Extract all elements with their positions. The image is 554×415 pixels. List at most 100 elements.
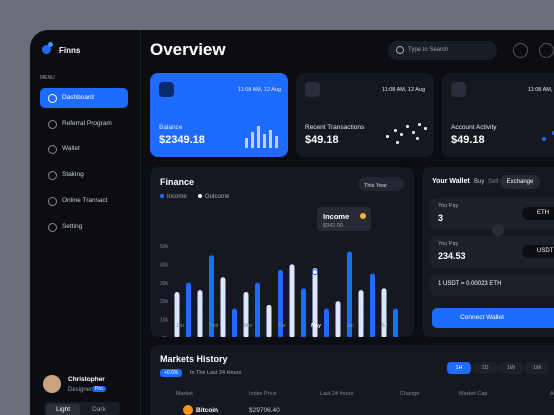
card-label: Balance xyxy=(159,124,183,131)
card-icon xyxy=(159,82,174,97)
period-dropdown[interactable] xyxy=(358,177,404,191)
outcome-bar xyxy=(232,308,237,338)
mini-bar xyxy=(263,134,266,148)
income-bar xyxy=(174,292,180,338)
nav-item[interactable]: Setting xyxy=(40,217,128,237)
nav-item[interactable]: Referral Program xyxy=(40,114,128,134)
income-bar xyxy=(381,288,387,338)
sparkle-dot xyxy=(412,131,415,134)
wallet-panel: Your Wallet Buy Sell Exchange You Pay 3 ETH You… xyxy=(422,167,554,337)
sparkle-dot xyxy=(406,125,409,128)
pay-label: You Pay xyxy=(438,241,459,247)
theme-light[interactable]: Light xyxy=(46,404,80,415)
tooltip xyxy=(317,207,371,231)
app-window: Finns MENU Dashboard Referral Program Wall… xyxy=(30,30,554,415)
stat-card: 11:08 AM, 12 Aug Account Activity $49.18 xyxy=(442,73,554,157)
sparkle-dot xyxy=(400,133,403,136)
avatar xyxy=(43,375,61,393)
wallet-tab[interactable]: Exchange xyxy=(500,175,540,189)
outcome-bar xyxy=(370,273,375,338)
search-placeholder: Type to Search xyxy=(408,47,449,53)
nav-item[interactable]: Staking xyxy=(40,165,128,185)
markets-panel: Markets History +0.6% In The Last 24 Hours… xyxy=(150,345,554,415)
card-time: 11:08 AM, 12 Aug xyxy=(528,87,554,93)
wallet-tab[interactable]: Buy xyxy=(474,179,485,185)
card-amount: $2349.18 xyxy=(159,134,205,146)
sparkle-dot xyxy=(418,123,421,126)
income-bar xyxy=(358,290,364,338)
card-amount: $49.18 xyxy=(305,134,339,146)
range-tab[interactable]: 1H xyxy=(447,362,471,374)
x-tick-label: Jul xyxy=(381,323,387,329)
card-time: 11:08 AM, 12 Aug xyxy=(382,87,426,93)
outcome-bar xyxy=(347,251,352,338)
range-tab[interactable]: 1W xyxy=(499,362,523,374)
theme-dark[interactable]: Dark xyxy=(92,406,106,413)
activity-dot xyxy=(552,131,554,135)
x-tick-label: Mar xyxy=(244,323,253,329)
user-role: Designer xyxy=(68,387,93,393)
stat-card: 11:08 AM, 12 Aug Recent Transactions $49.1… xyxy=(296,73,434,157)
nav-icon xyxy=(48,196,57,206)
coin-chip[interactable]: USDT xyxy=(522,245,554,258)
legend-dot xyxy=(198,194,202,198)
y-tick-label: 30k xyxy=(160,281,169,287)
x-tick-label: Apr xyxy=(278,323,286,329)
pay-box: You Pay 234.53 USDT xyxy=(430,236,554,268)
range-tab[interactable]: 1D xyxy=(473,362,497,374)
nav-item[interactable]: Online Transact xyxy=(40,191,128,211)
nav-icon xyxy=(48,119,57,129)
outcome-bar xyxy=(324,308,329,338)
tooltip-point xyxy=(312,269,318,276)
column-header: Action xyxy=(550,391,554,397)
wallet-title: Your Wallet xyxy=(432,178,470,185)
pay-amount: 234.53 xyxy=(438,251,466,261)
nav-icon xyxy=(48,94,57,103)
outcome-bar xyxy=(255,282,260,338)
mini-bar xyxy=(275,136,278,148)
sparkle-dot xyxy=(394,129,397,132)
x-tick-label: May xyxy=(311,323,321,329)
user-name: Christopher xyxy=(68,376,105,383)
income-bar xyxy=(266,304,272,338)
finance-title: Finance xyxy=(160,177,194,187)
finance-panel: Finance This Year Income Outcome 50k 40k 30k 20… xyxy=(150,167,414,342)
x-tick-label: Feb xyxy=(210,323,219,329)
search-box[interactable]: Type to Search xyxy=(388,41,497,60)
sparkle-dot xyxy=(416,137,419,140)
cell: $29706.40 xyxy=(249,407,280,414)
logo xyxy=(42,45,51,54)
search-icon xyxy=(396,46,404,54)
column-header: Change xyxy=(400,391,420,397)
sparkle-dot xyxy=(396,141,399,144)
coin-chip[interactable]: ETH xyxy=(522,207,554,220)
connect-button[interactable]: Connect Wallet xyxy=(432,308,554,328)
tooltip-label: Income xyxy=(323,212,349,221)
legend-label: Outcome xyxy=(205,194,230,200)
card-time: 11:08 AM, 12 Aug xyxy=(238,87,282,93)
card-icon xyxy=(305,82,320,97)
card-label: Recent Transactions xyxy=(305,124,365,131)
income-bar xyxy=(243,292,249,338)
page-title: Overview xyxy=(150,40,226,59)
stat-card: 11:08 AM, 12 Aug Balance $2349.18 xyxy=(150,73,288,157)
card-amount: $49.18 xyxy=(451,134,485,146)
range-tab[interactable]: 1M xyxy=(525,362,549,374)
y-tick-label: 40k xyxy=(160,262,169,268)
sparkle-dot xyxy=(386,135,389,138)
column-header: Market Cap xyxy=(459,391,488,397)
income-bar xyxy=(220,277,226,338)
change-note: In The Last 24 Hours xyxy=(190,370,242,376)
tooltip-value: $342.00 xyxy=(323,223,343,229)
column-header: Index Price xyxy=(249,391,277,397)
income-bar xyxy=(335,301,341,338)
notification-button[interactable] xyxy=(539,43,554,58)
profile-button[interactable] xyxy=(513,43,528,58)
nav-item[interactable]: Wallet xyxy=(40,139,128,159)
sparkle-dot xyxy=(424,127,427,130)
mini-bar xyxy=(257,126,260,148)
nav-item[interactable]: Dashboard xyxy=(40,88,128,108)
menu-label: MENU xyxy=(40,75,55,81)
wallet-tab[interactable]: Sell xyxy=(488,179,499,185)
